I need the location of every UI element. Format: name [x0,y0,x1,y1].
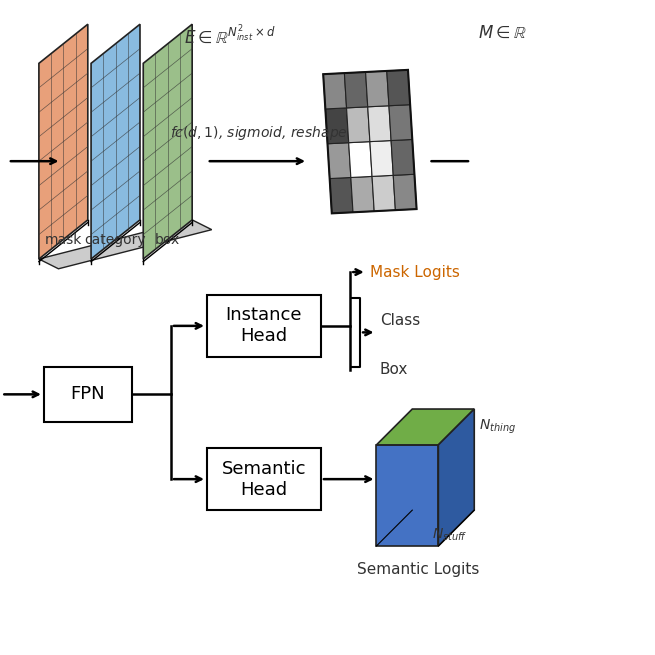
Text: FPN: FPN [71,385,105,403]
Polygon shape [348,141,372,178]
Polygon shape [365,71,389,107]
Polygon shape [91,24,140,259]
Text: $E \in \mathbb{R}^{N_{inst}^2 \times d}$: $E \in \mathbb{R}^{N_{inst}^2 \times d}$ [184,24,276,47]
Polygon shape [377,445,438,546]
FancyBboxPatch shape [207,448,321,510]
Text: $N_{thing}$: $N_{thing}$ [479,418,517,436]
Polygon shape [370,141,393,176]
Polygon shape [39,24,88,259]
Polygon shape [329,178,353,214]
Polygon shape [39,220,212,269]
FancyBboxPatch shape [44,367,132,422]
Text: Box: Box [380,362,408,377]
Text: Class: Class [380,314,420,328]
Text: Mask Logits: Mask Logits [370,265,460,280]
Polygon shape [326,108,348,143]
Text: $N_{stuff}$: $N_{stuff}$ [432,527,467,544]
Polygon shape [345,72,367,108]
Text: Semantic Logits: Semantic Logits [357,562,479,577]
Text: $M \in \mathbb{R}$: $M \in \mathbb{R}$ [477,24,526,42]
Polygon shape [391,140,415,176]
Polygon shape [323,73,346,109]
Polygon shape [438,409,474,546]
Text: box: box [155,233,180,247]
Text: Semantic
Head: Semantic Head [221,460,306,498]
Polygon shape [387,70,410,105]
Polygon shape [367,105,391,141]
Polygon shape [328,143,351,179]
Polygon shape [372,176,396,211]
Polygon shape [389,105,412,141]
Text: mask: mask [45,233,82,247]
Text: category: category [84,233,146,247]
FancyBboxPatch shape [207,295,321,357]
Text: $fc(d, 1)$, sigmoid, reshape: $fc(d, 1)$, sigmoid, reshape [170,124,348,141]
Polygon shape [346,107,370,143]
Polygon shape [377,409,474,445]
Text: Instance
Head: Instance Head [226,307,302,345]
Polygon shape [351,176,374,212]
Polygon shape [143,24,192,259]
Polygon shape [393,174,417,210]
